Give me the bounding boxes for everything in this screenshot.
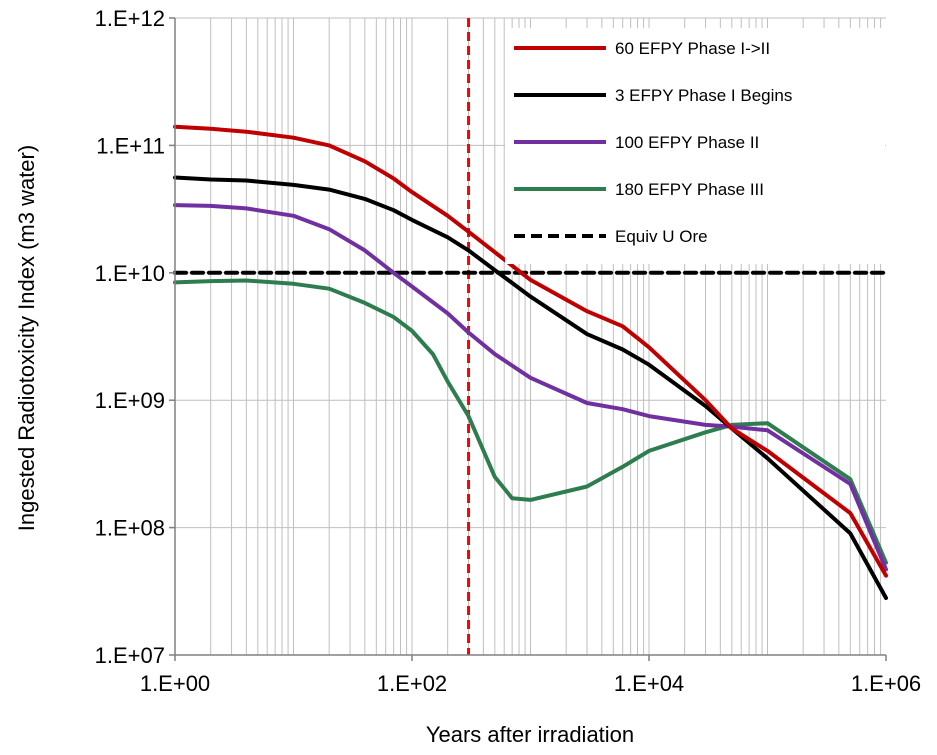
x-axis-title: Years after irradiation (426, 722, 634, 747)
y-tick-label: 1.E+07 (95, 643, 165, 668)
axis-layer: 1.E+00 1.E+02 1.E+04 1.E+06 1.E+07 1.E+08 1.E+… (95, 6, 922, 696)
legend-label: 3 EFPY Phase I Begins (615, 86, 792, 105)
y-tick-label: 1.E+08 (95, 516, 165, 541)
y-tick-label: 1.E+12 (95, 6, 165, 31)
x-tick-label: 1.E+00 (140, 671, 210, 696)
y-tick-label: 1.E+10 (95, 261, 165, 286)
legend-label: Equiv U Ore (615, 227, 708, 246)
legend: 60 EFPY Phase I->II 3 EFPY Phase I Begins… (505, 28, 885, 264)
legend-label: 100 EFPY Phase II (615, 133, 759, 152)
series-line (173, 278, 888, 565)
series-line (173, 124, 888, 578)
x-tick-label: 1.E+04 (614, 671, 684, 696)
y-axis-title: Ingested Radiotoxicity Index (m3 water) (14, 145, 39, 531)
legend-label: 180 EFPY Phase III (615, 180, 764, 199)
y-tick-label: 1.E+11 (96, 133, 165, 158)
x-tick-label: 1.E+02 (377, 671, 447, 696)
legend-label: 60 EFPY Phase I->II (615, 39, 770, 58)
y-tick-label: 1.E+09 (95, 388, 165, 413)
legend-background (505, 28, 885, 264)
series-layer (173, 124, 888, 600)
x-tick-label: 1.E+06 (851, 671, 921, 696)
